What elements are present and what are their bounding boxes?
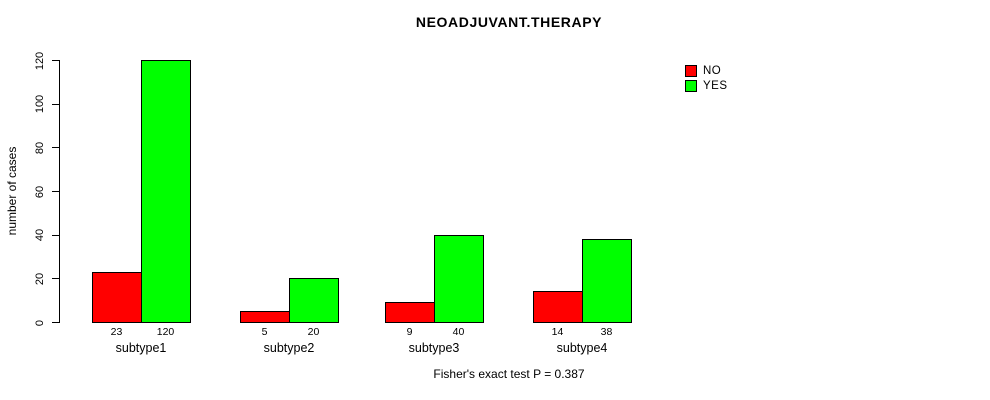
y-tick-label: 100 — [34, 94, 46, 114]
y-tick-mark — [52, 278, 59, 280]
legend-label: NO — [703, 65, 722, 77]
legend: NO YES — [685, 64, 728, 94]
bar-value-label: 120 — [156, 326, 175, 338]
y-tick-mark — [52, 191, 59, 192]
y-axis-title-text: number of cases — [5, 146, 19, 236]
category-label-subtype2: subtype2 — [263, 341, 315, 355]
legend-swatch-icon — [685, 80, 697, 92]
category-label-subtype4: subtype4 — [556, 341, 608, 355]
bar-subtype1-yes — [141, 60, 191, 323]
y-tick-label: 20 — [34, 272, 46, 285]
y-tick-label: 80 — [34, 141, 46, 154]
bar-subtype4-no — [533, 291, 583, 323]
bar-subtype2-yes — [289, 278, 339, 323]
bar-value-label: 40 — [452, 326, 465, 338]
y-tick-label: 40 — [34, 229, 46, 242]
y-tick-mark — [52, 103, 59, 105]
category-label-subtype1: subtype1 — [115, 341, 167, 355]
bar-value-label: 20 — [307, 326, 320, 338]
bar-value-label: 38 — [600, 326, 613, 338]
y-tick-label: 60 — [34, 185, 46, 198]
bar-value-label: 23 — [110, 326, 123, 338]
y-tick-label: 0 — [34, 319, 46, 326]
y-tick-mark — [52, 60, 59, 61]
bar-subtype3-yes — [434, 235, 484, 323]
y-tick-label: 120 — [34, 51, 46, 70]
category-label-subtype3: subtype3 — [408, 341, 460, 355]
chart-title: NEOADJUVANT.THERAPY — [415, 14, 603, 30]
y-axis-line — [59, 60, 60, 323]
y-tick-mark — [52, 322, 59, 323]
y-tick-mark — [52, 147, 59, 149]
legend-label: YES — [703, 80, 728, 92]
stat-test-annotation: Fisher's exact test P = 0.387 — [433, 367, 585, 381]
bar-subtype4-yes — [582, 239, 632, 323]
legend-item-no: NO — [685, 64, 728, 78]
bar-subtype2-no — [240, 311, 290, 323]
bar-subtype1-no — [92, 272, 142, 323]
bar-value-label: 14 — [551, 326, 564, 338]
legend-item-yes: YES — [685, 79, 728, 93]
legend-swatch-icon — [685, 65, 697, 77]
bar-value-label: 5 — [261, 326, 268, 338]
y-tick-mark — [52, 234, 59, 236]
bar-subtype3-no — [385, 302, 435, 323]
bar-value-label: 9 — [406, 326, 413, 338]
